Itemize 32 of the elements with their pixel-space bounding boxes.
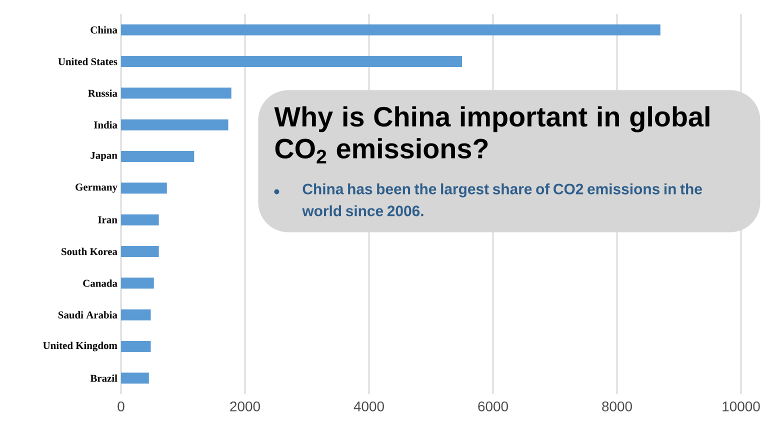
bar	[121, 119, 228, 130]
y-tick-label: South Korea	[62, 248, 118, 256]
annotation: Why is China important in global CO$_{2}$ emissions?	[274, 106, 710, 164]
y-tick-label: United States	[58, 58, 118, 66]
y-tick-label: United Kingdom	[43, 342, 118, 352]
x-tick-label: 4000	[354, 402, 384, 412]
x-tick-label: 10000	[722, 402, 760, 412]
bar	[121, 24, 660, 36]
y-tick-label: Iran	[98, 216, 118, 224]
x-tick-label: 0	[118, 402, 124, 412]
y-tick-label: Saudi Arabia	[58, 311, 118, 319]
y-tick-label: Canada	[83, 279, 118, 287]
bar	[121, 56, 462, 67]
bar	[121, 88, 232, 99]
bar	[121, 182, 167, 194]
y-tick-label: China	[90, 26, 118, 34]
bar	[121, 372, 149, 384]
bar	[121, 246, 159, 257]
bar	[121, 278, 154, 289]
x-tick-label: 2000	[230, 402, 260, 412]
bar	[121, 340, 151, 352]
bar	[121, 214, 159, 226]
x-tick-label: 6000	[478, 402, 508, 412]
bar	[121, 309, 151, 320]
annotation: China has been the largest share of CO2 emissions in the world since 2006.	[302, 183, 702, 216]
y-tick-label: Japan	[90, 152, 118, 162]
y-tick-label: India	[94, 121, 118, 129]
bar	[121, 150, 194, 162]
x-tick-label: 8000	[602, 402, 632, 412]
y-tick-label: Russia	[88, 89, 118, 97]
y-tick-label: Brazil	[90, 374, 118, 382]
y-tick-label: Germany	[76, 184, 118, 193]
